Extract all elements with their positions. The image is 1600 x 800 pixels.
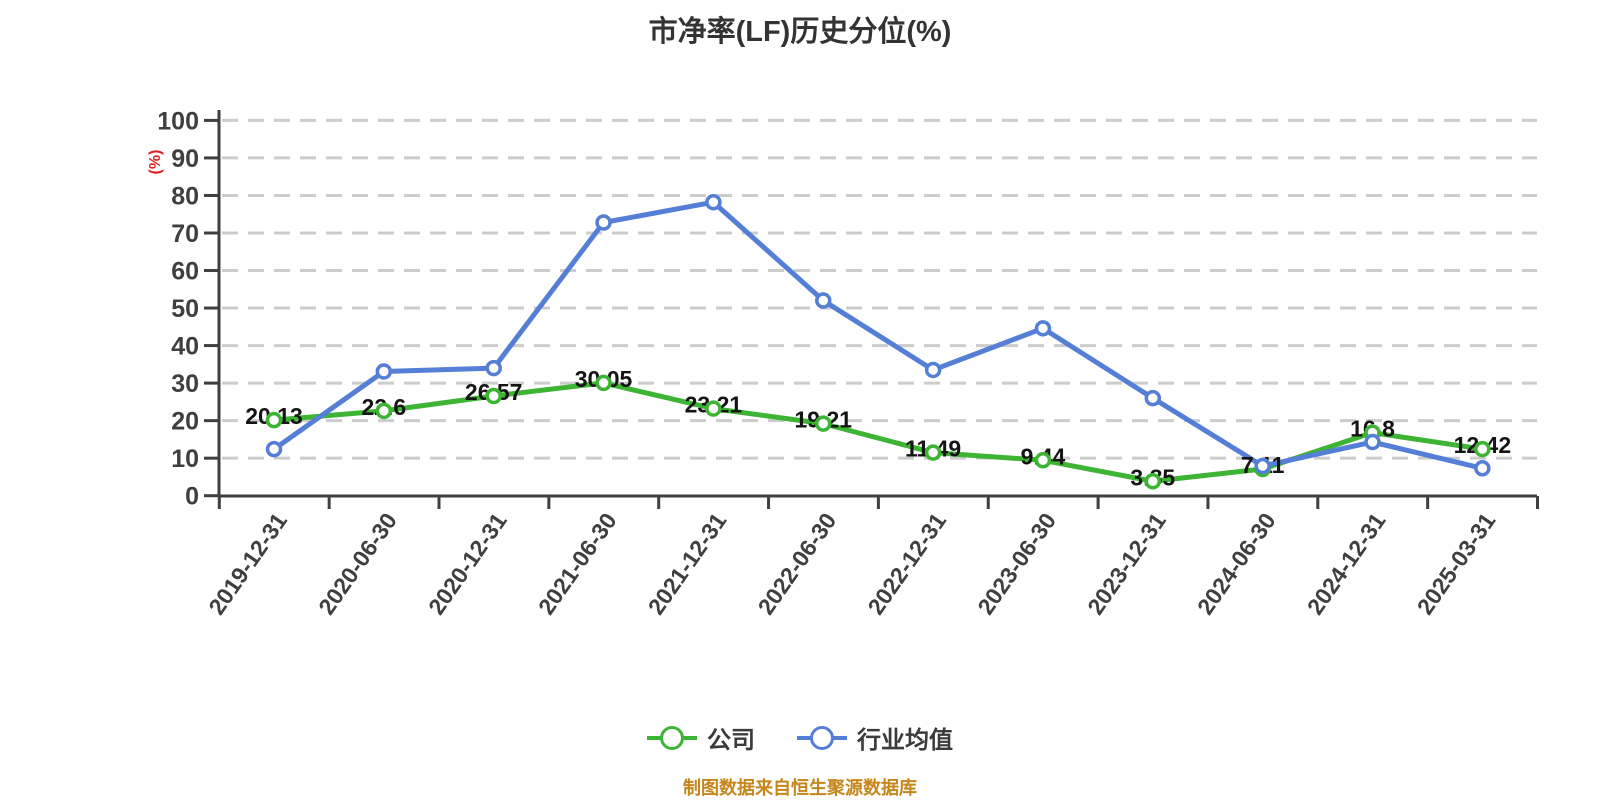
company-data-point[interactable]	[1144, 473, 1162, 490]
data-source-note: 制图数据来自恒生聚源数据库	[683, 778, 917, 798]
y-axis-tick-label: 80	[171, 182, 199, 210]
x-axis-tick-label: 2020-06-30	[313, 508, 402, 619]
y-axis-tick-label: 10	[171, 445, 199, 473]
y-axis-tick-label: 70	[171, 220, 199, 248]
company-data-point[interactable]	[485, 387, 502, 405]
y-axis-tick-label: 50	[171, 295, 199, 323]
x-axis-tick-label: 2022-06-30	[753, 508, 842, 619]
y-axis-tick-label: 20	[171, 408, 199, 436]
industry-data-point[interactable]	[924, 361, 942, 379]
industry-data-point[interactable]	[1034, 320, 1052, 337]
company-data-point[interactable]	[1034, 452, 1052, 469]
industry-legend-label: 行业均值	[857, 727, 953, 754]
x-axis-tick-label: 2024-12-31	[1302, 508, 1391, 619]
x-axis-tick-label: 2025-03-31	[1412, 508, 1501, 619]
company-legend-label: 公司	[707, 727, 755, 754]
company-data-point[interactable]	[595, 374, 612, 392]
legend-item-company[interactable]: 公司	[647, 720, 755, 755]
legend-item-industry-average[interactable]: 行业均值	[797, 720, 953, 755]
company-data-point[interactable]	[924, 444, 942, 461]
y-axis-tick-label: 60	[171, 258, 199, 286]
y-axis-tick-label: 100	[157, 107, 199, 135]
company-data-point[interactable]	[265, 411, 283, 429]
industry-data-point[interactable]	[595, 214, 612, 231]
industry-data-point[interactable]	[815, 292, 832, 309]
x-axis-tick-label: 2020-12-31	[423, 508, 512, 619]
industry-data-point[interactable]	[1144, 389, 1162, 407]
x-axis-tick-label: 2024-06-30	[1192, 508, 1281, 619]
y-axis-tick-label: 0	[185, 483, 199, 511]
industry-data-point[interactable]	[375, 363, 393, 380]
y-axis-tick-label: 40	[171, 333, 199, 361]
chart-title: 市净率(LF)历史分位(%)	[648, 16, 952, 48]
industry-legend-marker-icon	[797, 725, 847, 751]
x-axis-tick-label: 2023-12-31	[1082, 508, 1171, 619]
x-axis-tick-label: 2021-12-31	[643, 508, 732, 619]
y-axis-tick-label: 90	[171, 145, 199, 173]
industry-data-point[interactable]	[705, 193, 722, 211]
company-data-point[interactable]	[375, 402, 393, 420]
industry-data-point[interactable]	[265, 440, 283, 458]
company-data-point[interactable]	[815, 415, 832, 432]
company-data-point[interactable]	[705, 400, 722, 417]
legend: 公司 行业均值	[0, 720, 1600, 755]
company-line	[271, 380, 1485, 484]
industry-data-point[interactable]	[1254, 457, 1271, 475]
y-axis-tick-label: 30	[171, 370, 199, 398]
x-axis-tick-label: 2023-06-30	[972, 508, 1061, 619]
x-axis-tick-label: 2019-12-31	[203, 508, 292, 619]
x-axis-tick-label: 2022-12-31	[862, 508, 951, 619]
industry-data-point[interactable]	[1474, 460, 1491, 477]
industry-data-point[interactable]	[485, 359, 502, 377]
industry-average-line	[271, 199, 1485, 471]
company-legend-marker-icon	[647, 725, 697, 751]
x-axis-tick-label: 2021-06-30	[533, 508, 622, 619]
industry-data-point[interactable]	[1364, 433, 1381, 451]
company-data-point[interactable]	[1474, 440, 1491, 458]
